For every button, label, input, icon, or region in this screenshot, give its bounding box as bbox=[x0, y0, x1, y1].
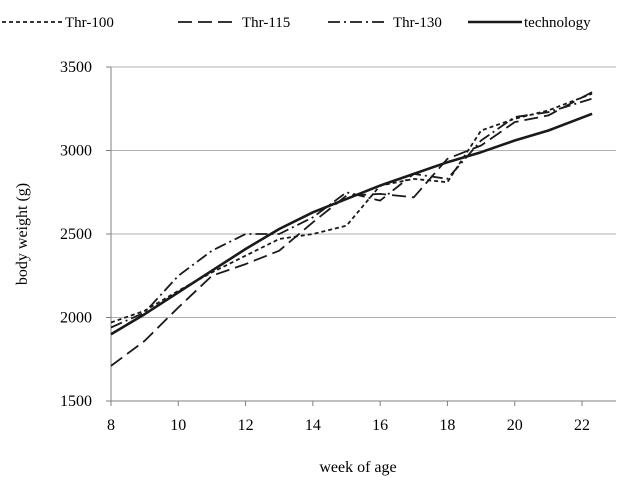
series-line-thr-130 bbox=[110, 97, 593, 329]
x-tick-label: 16 bbox=[372, 417, 388, 434]
legend-label: Thr-115 bbox=[242, 15, 290, 31]
y-tick-label: 3000 bbox=[60, 143, 92, 160]
series-lines bbox=[110, 91, 593, 367]
x-tick-label: 20 bbox=[507, 417, 523, 434]
y-tick-label: 3500 bbox=[60, 59, 92, 76]
x-tick-label: 18 bbox=[439, 417, 455, 434]
axes bbox=[106, 66, 616, 406]
x-axis-title: week of age bbox=[319, 459, 396, 476]
y-tick-labels: 1500 2000 2500 3000 3500 bbox=[60, 59, 92, 410]
legend-label: Thr-100 bbox=[65, 15, 114, 31]
legend: Thr-100 Thr-115 Thr-130 technology bbox=[2, 15, 591, 31]
y-tick-label: 2500 bbox=[60, 226, 92, 243]
series-line-technology bbox=[110, 112, 593, 336]
y-tick-label: 1500 bbox=[60, 393, 92, 410]
x-tick-label: 22 bbox=[574, 417, 590, 434]
legend-label: technology bbox=[524, 15, 591, 31]
x-tick-label: 14 bbox=[305, 417, 321, 434]
x-tick-label: 8 bbox=[107, 417, 115, 434]
x-tick-label: 10 bbox=[170, 417, 186, 434]
x-tick-labels: 8 10 12 14 16 18 20 22 bbox=[107, 417, 590, 434]
legend-label: Thr-130 bbox=[393, 15, 442, 31]
series-line-thr-115 bbox=[110, 91, 593, 367]
x-tick-label: 12 bbox=[238, 417, 254, 434]
y-axis-title: body weight (g) bbox=[14, 183, 31, 285]
y-tick-label: 2000 bbox=[60, 310, 92, 327]
grid-lines bbox=[111, 66, 616, 318]
